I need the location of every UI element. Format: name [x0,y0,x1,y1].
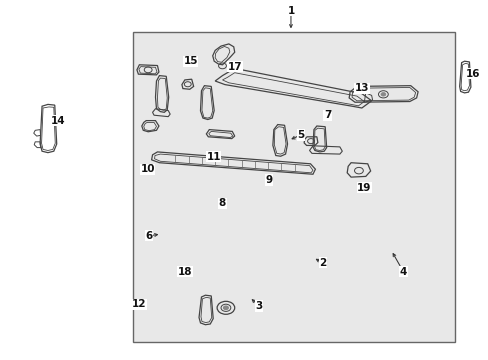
Text: 10: 10 [140,164,155,174]
Text: 7: 7 [323,110,331,120]
Text: 19: 19 [356,183,371,193]
Text: 12: 12 [132,299,146,309]
Text: 6: 6 [145,231,152,241]
Circle shape [380,93,385,96]
Text: 5: 5 [297,130,304,140]
Text: 15: 15 [183,56,198,66]
Text: 3: 3 [255,301,262,311]
Circle shape [223,306,228,310]
Text: 4: 4 [399,267,407,277]
Text: 18: 18 [177,267,192,277]
Text: 2: 2 [319,258,325,268]
Text: 14: 14 [50,116,65,126]
Bar [133,32,454,342]
Text: 11: 11 [206,152,221,162]
Text: 1: 1 [287,6,294,16]
Text: 8: 8 [219,198,225,208]
Text: 9: 9 [265,175,272,185]
Text: 13: 13 [354,83,368,93]
Text: 17: 17 [227,62,242,72]
Text: 16: 16 [465,69,480,79]
